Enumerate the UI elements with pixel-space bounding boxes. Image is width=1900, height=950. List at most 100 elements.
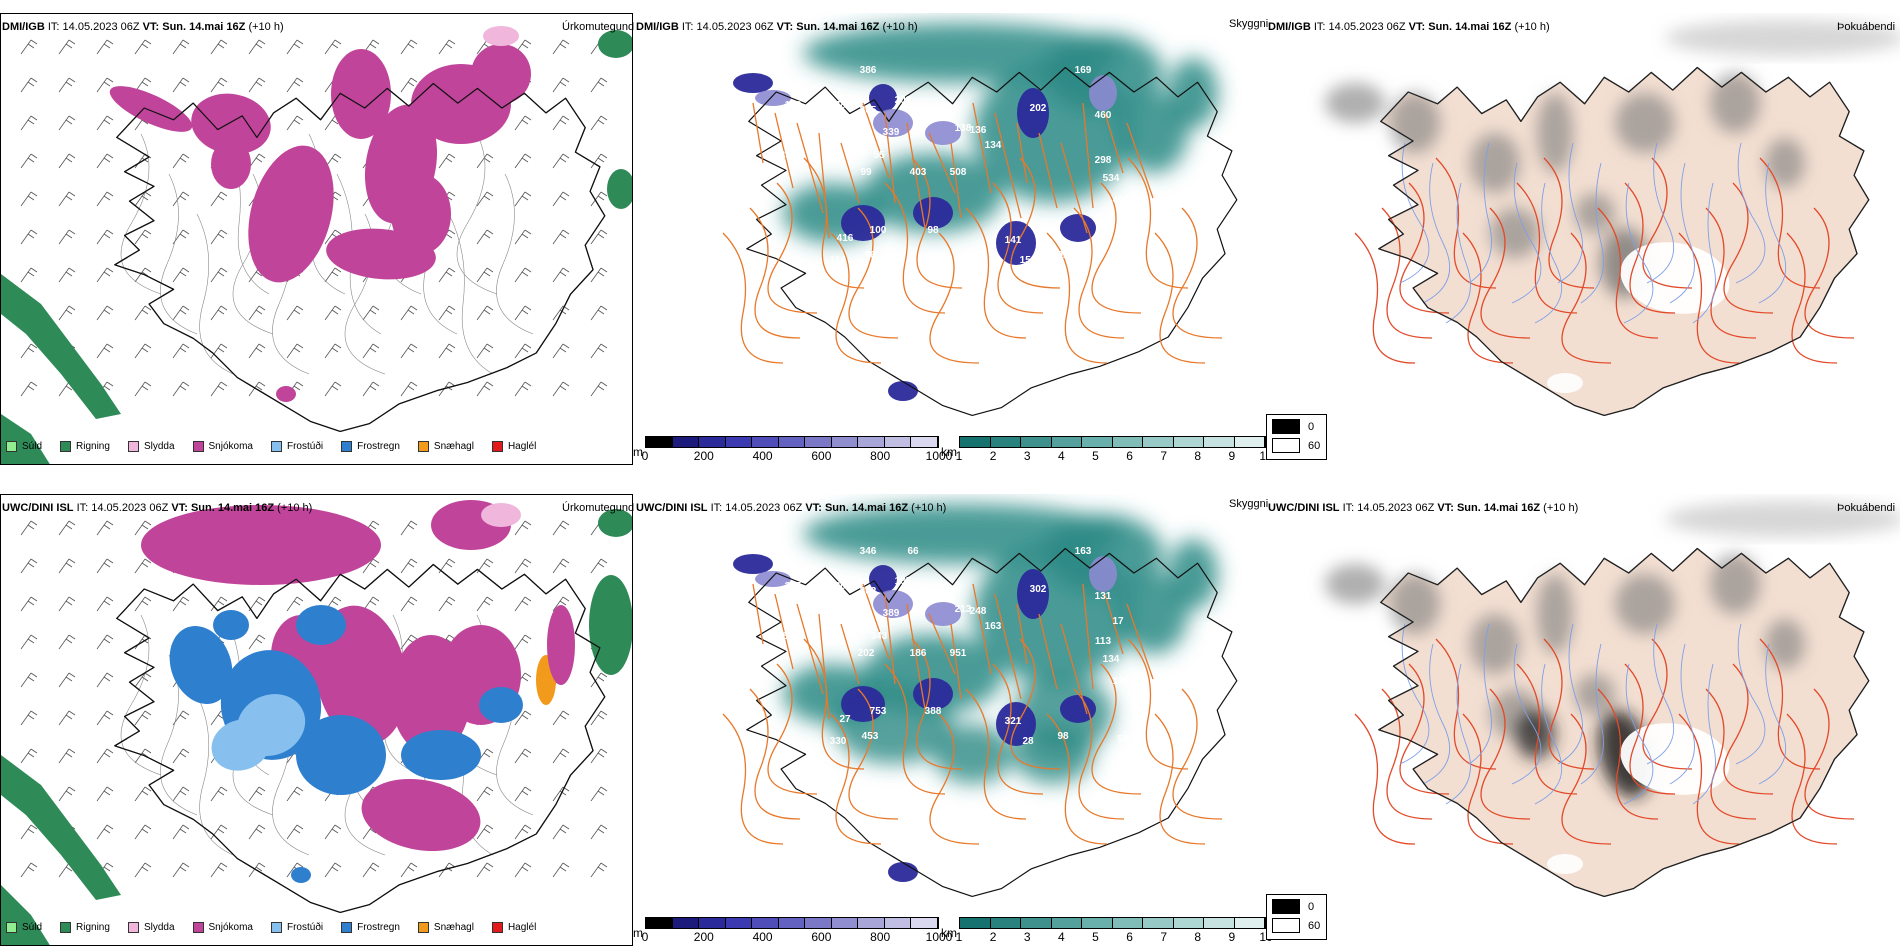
legend-label: Haglél bbox=[507, 441, 537, 452]
legend-swatch bbox=[417, 441, 429, 452]
legend-item: Súld bbox=[6, 922, 42, 933]
colorbar-tick: 800 bbox=[870, 930, 891, 944]
cloud-value-label: 170 bbox=[930, 372, 947, 383]
cloud-value-label: 330 bbox=[830, 736, 847, 747]
cloud-value-label: 136 bbox=[970, 125, 987, 136]
colorbar-segment bbox=[725, 437, 753, 447]
colorbar-tick: 7 bbox=[1160, 449, 1167, 463]
colorbar-tick: 5 bbox=[1092, 449, 1099, 463]
colorbar-tick: 7 bbox=[1160, 930, 1167, 944]
legend-swatch bbox=[6, 441, 17, 452]
colorbar-segment bbox=[752, 918, 779, 928]
colorbar-segment bbox=[752, 437, 779, 447]
legend-item: Frostregn bbox=[341, 922, 400, 933]
cloud-value-label: 134 bbox=[985, 140, 1002, 151]
cloud-value-label: 102 bbox=[1115, 253, 1132, 264]
legend-label: Rigning bbox=[76, 441, 110, 452]
cloud-value-label: 388 bbox=[925, 706, 942, 717]
cloud-panel-dmi: 189 173 789 305 208 161 138 136 134 339 340 55 99 403… bbox=[633, 13, 1265, 453]
colorbar-segment bbox=[1051, 437, 1082, 447]
legend-swatch bbox=[341, 441, 353, 452]
cloud-value-label: 98 bbox=[927, 225, 939, 236]
cloud-value-label: 471 bbox=[853, 624, 870, 635]
cloud-value-label: 314 bbox=[720, 115, 737, 126]
colorbar-tick: 1000 bbox=[925, 930, 953, 944]
legend-item: Snjókoma bbox=[192, 441, 253, 452]
colorbar-tick: 5 bbox=[1092, 930, 1099, 944]
legend-swatch bbox=[60, 441, 72, 452]
cloud-value-label: 189 bbox=[740, 65, 757, 76]
legend-item: Snjókoma bbox=[192, 922, 253, 933]
colorbar-segment bbox=[960, 437, 991, 447]
legend-label: Súld bbox=[22, 922, 43, 933]
cloud-value-label: 134 bbox=[1103, 654, 1120, 665]
cloud-value-label: 534 bbox=[1103, 173, 1120, 184]
legend-swatch bbox=[270, 922, 282, 933]
colorbar-tick: 3 bbox=[1023, 449, 1031, 463]
legend-swatch bbox=[6, 922, 17, 933]
legend-swatch bbox=[417, 922, 429, 933]
cloud-value-label: 186 bbox=[910, 648, 927, 659]
colorbar-segment bbox=[699, 437, 726, 447]
colorbar-tick: 8 bbox=[1194, 930, 1202, 944]
cloud-value-label: 453 bbox=[862, 731, 879, 742]
header-fog-dmi: DMI/IGB IT: 14.05.2023 06Z VT: Sun. 14.m… bbox=[1268, 21, 1550, 33]
cloud-value-label: 298 bbox=[1095, 155, 1112, 166]
legend-item: Snæhagl bbox=[417, 922, 474, 933]
cloud-value-label: 231 bbox=[930, 586, 947, 597]
cloud-value-label: 92 bbox=[1057, 250, 1069, 261]
colorbar-segment bbox=[1112, 918, 1143, 928]
cloud-value-label: 163 bbox=[1075, 546, 1092, 557]
title-precip-uwc: Úrkomutegund bbox=[562, 502, 635, 514]
colorbar-tick: 400 bbox=[752, 930, 773, 944]
colorbar-segment bbox=[990, 437, 1021, 447]
cloud-value-label: 321 bbox=[1005, 716, 1022, 727]
fog-legend-item: 0 bbox=[1272, 419, 1321, 434]
colorbar-unit: m bbox=[633, 926, 643, 940]
colorbar-tick: 3 bbox=[1023, 930, 1031, 944]
fog-map-dmi bbox=[1325, 20, 1900, 417]
fog-legend-label: 0 bbox=[1308, 420, 1315, 433]
header-cloud-uwc: UWC/DINI ISL IT: 14.05.2023 06Z VT: Sun.… bbox=[636, 502, 947, 514]
colorbar-segment bbox=[1204, 437, 1235, 447]
colorbar-unit: m bbox=[633, 445, 643, 459]
fog-panel-uwc bbox=[1265, 494, 1900, 934]
cloud-value-label: 248 bbox=[970, 606, 987, 617]
colorbar-segment bbox=[1173, 918, 1204, 928]
cloud-value-label: 58 bbox=[1117, 734, 1129, 745]
colorbar-unit: km bbox=[941, 926, 957, 940]
colorbar-tick: 200 bbox=[693, 449, 714, 463]
legend-item: Slydda bbox=[127, 441, 175, 452]
fog-legend-label: 0 bbox=[1308, 900, 1315, 913]
legend-swatch bbox=[491, 922, 503, 933]
legend-swatch bbox=[192, 922, 204, 933]
cloud-value-label: 951 bbox=[950, 648, 967, 659]
colorbar-segment bbox=[672, 437, 700, 447]
visibility-colorbar-dmi: km12345678910 bbox=[941, 436, 1273, 463]
title-fog-dmi: Þokuábendi bbox=[1837, 21, 1896, 33]
cloud-value-label: 90 bbox=[912, 854, 924, 865]
cloud-value-label: 71 bbox=[727, 581, 739, 592]
fog-legend-swatch bbox=[1272, 438, 1300, 453]
legend-label: Frostregn bbox=[357, 922, 400, 933]
cloud-value-label: 114 bbox=[830, 255, 847, 266]
ceiling-colorbar-uwc: m 0 200 400 600 800 1000 bbox=[633, 917, 952, 944]
legend-swatch bbox=[341, 922, 353, 933]
fog-legend-label: 60 bbox=[1308, 919, 1321, 932]
precip-panel-dmi bbox=[0, 13, 633, 465]
cloud-value-label: 66 bbox=[907, 546, 919, 557]
legend-item: Frostregn bbox=[341, 441, 400, 452]
colorbar-segment bbox=[911, 437, 939, 447]
legend-swatch bbox=[491, 441, 503, 452]
colorbar-tick: 1 bbox=[955, 930, 963, 944]
legend-label: Frostúði bbox=[286, 922, 324, 933]
colorbar-segment bbox=[1204, 918, 1235, 928]
cloud-value-label: 235 bbox=[785, 581, 802, 592]
cloud-value-label: 389 bbox=[883, 608, 900, 619]
cloud-value-label: 17 bbox=[1112, 616, 1124, 627]
fog-legend-dmi: 0 60 bbox=[1266, 414, 1327, 460]
colorbar-tick: 0 bbox=[641, 449, 649, 463]
header-fog-uwc: UWC/DINI ISL IT: 14.05.2023 06Z VT: Sun.… bbox=[1268, 502, 1579, 514]
cloud-value-label: 302 bbox=[1030, 584, 1047, 595]
